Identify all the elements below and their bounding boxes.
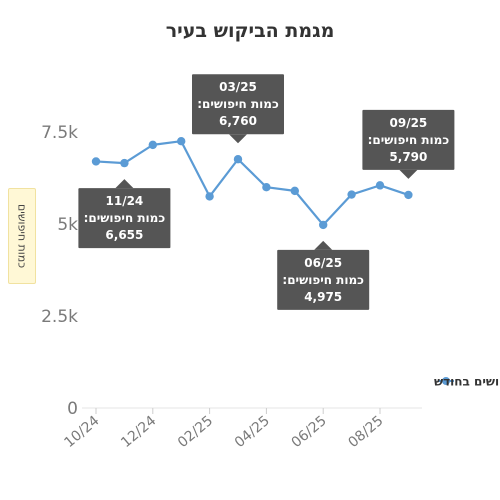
legend-marker-icon: [442, 377, 450, 385]
tooltip-label: כמות חיפושים:: [368, 133, 450, 147]
data-point: [148, 140, 157, 150]
data-point: [347, 190, 356, 199]
data-point: [91, 157, 101, 166]
tooltip-date: 06/25: [304, 256, 342, 270]
y-tick-label: 2.5k: [41, 307, 78, 327]
tooltip-box: [362, 109, 455, 170]
tooltip-date: 11/24: [106, 194, 144, 208]
tooltip: 11/24 כמות חיפושים: 6,655: [78, 179, 171, 249]
data-point: [375, 181, 385, 190]
tooltip-label: כמות חיפושים:: [197, 97, 279, 111]
data-point: [177, 137, 186, 146]
y-axis-label-box: כמות חיפושים: [8, 188, 36, 284]
data-point: [404, 190, 413, 200]
tooltip-arrow: [399, 169, 418, 179]
x-tick-label: 04/25: [232, 413, 273, 451]
tooltip-date: 03/25: [219, 80, 257, 94]
tooltip: 06/25 כמות חיפושים: 4,975: [277, 240, 370, 310]
tooltip: 03/25 כמות חיפושים: 6,760: [192, 74, 284, 144]
tooltip-value: 5,790: [389, 150, 427, 164]
tooltip-box: [78, 188, 171, 249]
tooltip-arrow: [229, 134, 247, 144]
tooltip-arrow: [115, 179, 134, 189]
chart-title: מגמת הביקוש בעיר: [165, 20, 335, 42]
tooltip-label: כמות חיפושים:: [282, 273, 364, 287]
x-tick-label: 08/25: [345, 413, 386, 451]
x-tick-label: 02/25: [175, 413, 216, 451]
y-tick-label: 7.5k: [41, 123, 78, 143]
tooltip-arrow: [314, 240, 333, 250]
series-line: [95, 140, 409, 227]
tooltip-value: 6,760: [219, 114, 257, 128]
data-point: [205, 192, 214, 201]
y-tick-label: 5k: [57, 215, 78, 235]
tooltip-value: 6,655: [105, 228, 143, 242]
tooltip-value: 4,975: [304, 290, 342, 304]
x-tick-label: 06/25: [289, 413, 330, 451]
tooltip-box: [192, 74, 284, 135]
x-tick-label: 12/24: [118, 413, 159, 451]
tooltip-label: כמות חיפושים:: [84, 211, 166, 225]
data-point: [120, 158, 129, 168]
data-point: [290, 186, 299, 196]
data-point: [319, 220, 328, 230]
data-point: [233, 155, 243, 164]
tooltip-date: 09/25: [390, 116, 428, 130]
legend-label: חיפושים בחודש: [434, 375, 500, 389]
tooltip: 09/25 כמות חיפושים: 5,790: [362, 109, 455, 179]
y-tick-label: 0: [67, 399, 78, 419]
legend: חיפושים בחודש: [434, 375, 500, 389]
tooltip-box: [277, 249, 370, 310]
data-point: [262, 183, 271, 192]
